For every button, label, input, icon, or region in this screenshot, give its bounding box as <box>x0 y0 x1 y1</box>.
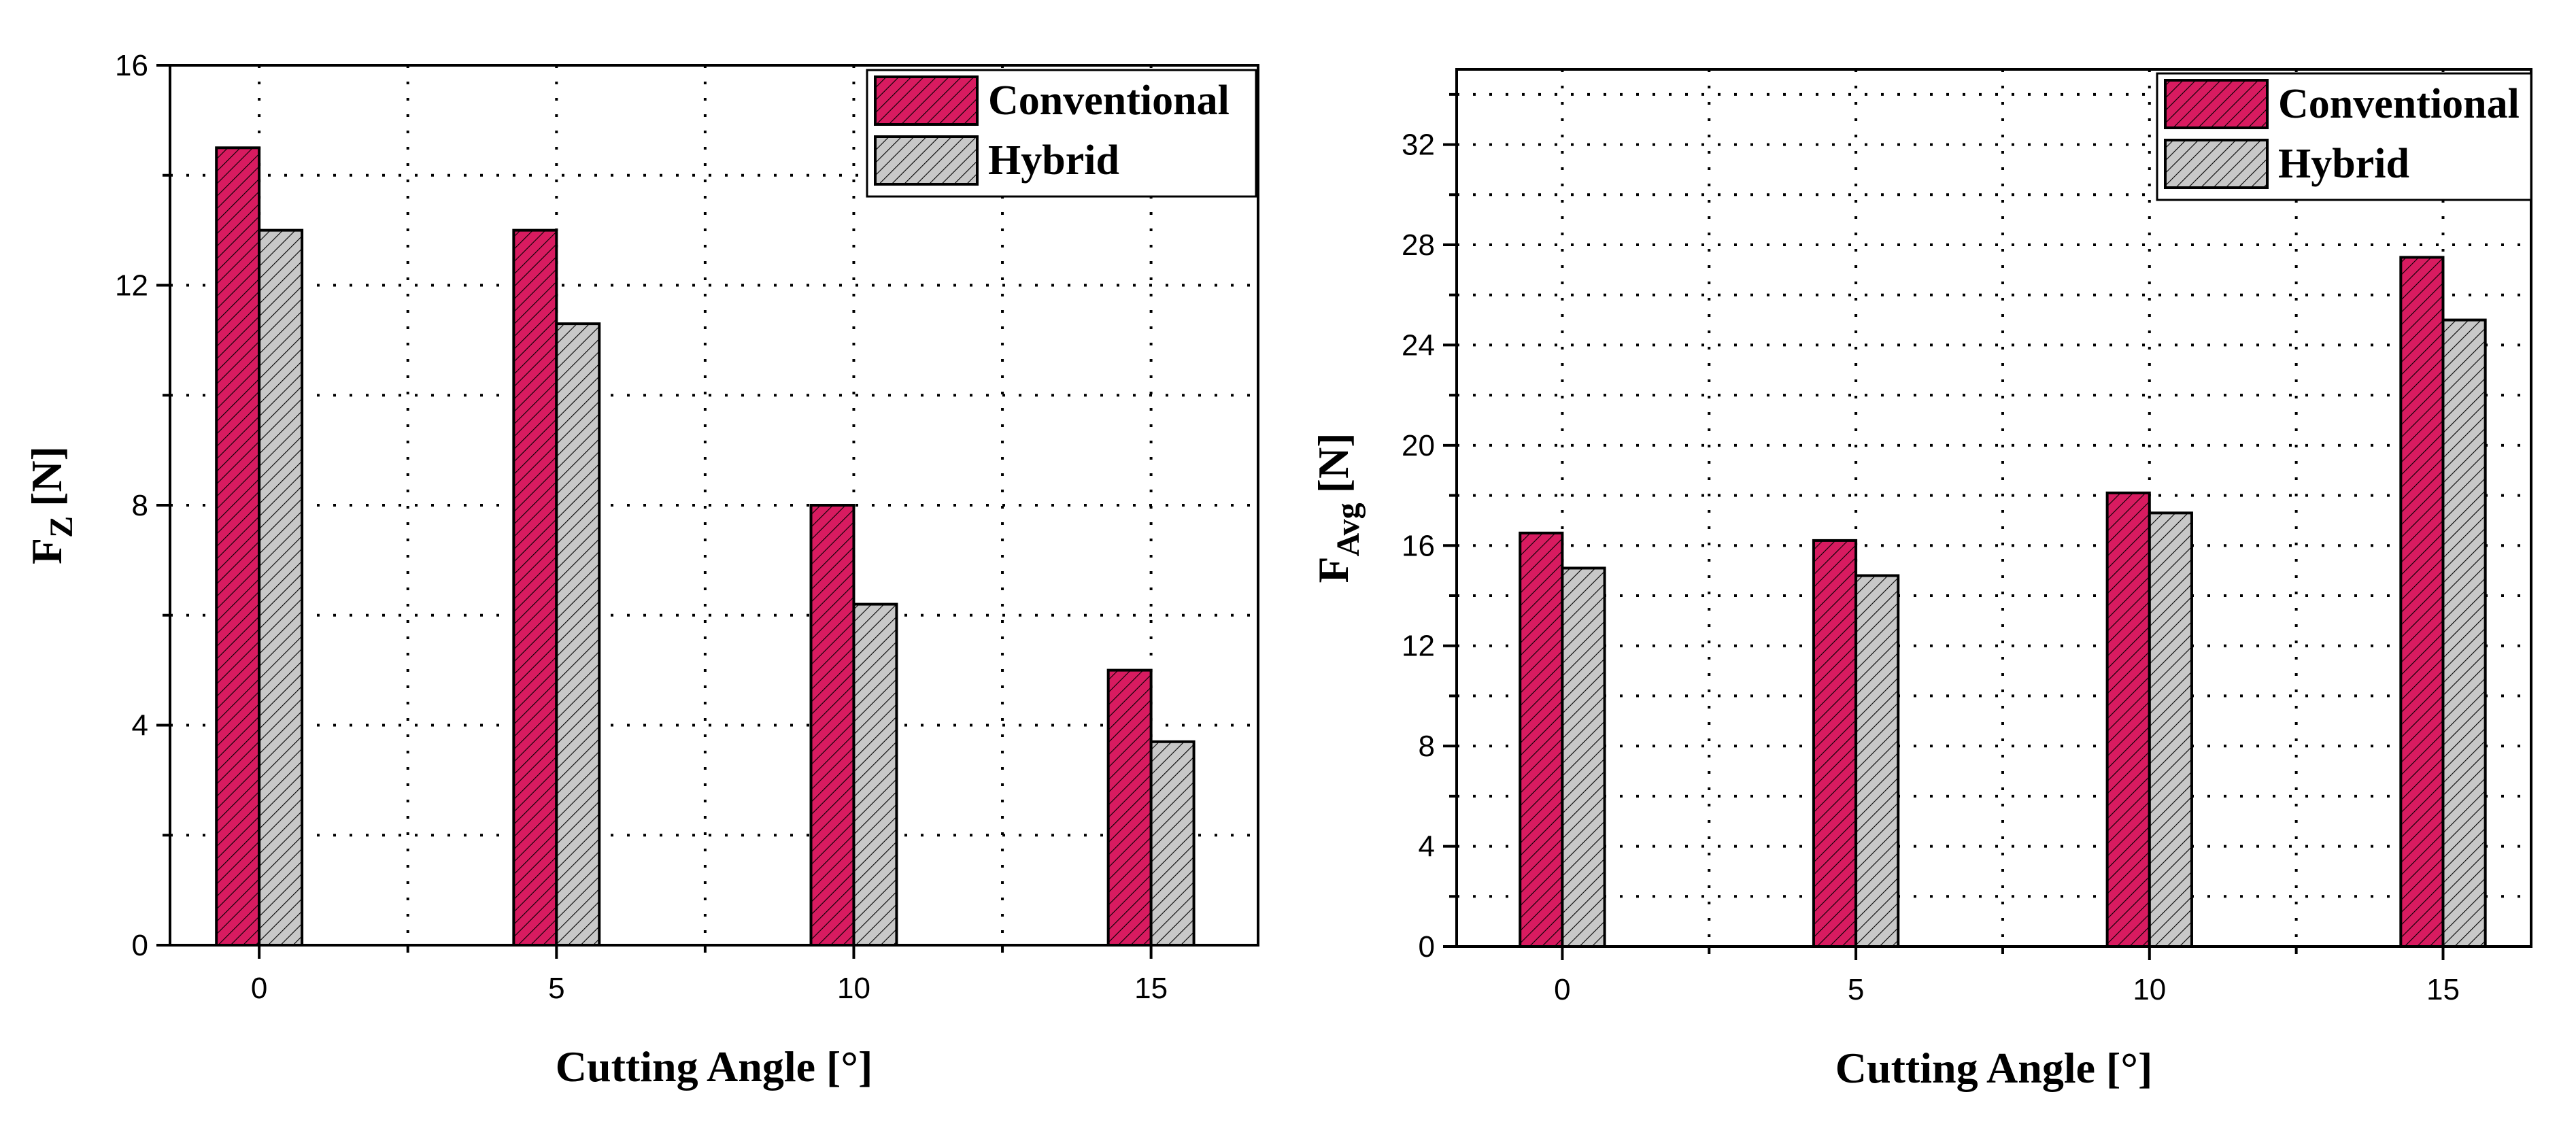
y-tick-label: 0 <box>132 929 148 962</box>
bar-hybrid-0-hatch <box>1561 566 1606 948</box>
legend-swatch-hybrid <box>874 135 979 186</box>
bars <box>1519 256 2487 949</box>
legend-label: Hybrid <box>988 137 1119 184</box>
bar-conventional-10-hatch <box>809 504 855 947</box>
bar-hybrid-5-hatch <box>555 322 601 947</box>
bar-conventional-15-hatch <box>1106 668 1153 947</box>
y-axis-title-main: F <box>22 538 71 564</box>
plot-frame <box>1455 68 2532 948</box>
y-axis: 0 4 8 12 16 <box>115 49 170 962</box>
y-tick-label: 8 <box>132 489 148 522</box>
x-tick-label: 0 <box>1554 973 1570 1006</box>
bar-hybrid-5 <box>555 322 601 947</box>
x-tick-label: 10 <box>837 972 870 1005</box>
grid-lines <box>170 65 1258 945</box>
x-tick-label: 0 <box>251 972 267 1005</box>
bar-conventional-15 <box>2399 256 2445 948</box>
y-tick-label: 4 <box>1419 830 1435 864</box>
bar-conventional-0-hatch <box>1519 531 1564 948</box>
x-tick-label: 5 <box>1848 973 1864 1006</box>
legend-swatch-hatch <box>874 75 979 126</box>
right-chart: 0 4 8 12 16 20 24 28 32 0 5 10 15 Cutting Angle [°] FA… <box>1309 68 2532 1092</box>
bar-conventional-5-hatch <box>512 228 558 947</box>
legend-swatch-conventional <box>2164 79 2269 129</box>
left-chart: 0 4 8 12 16 0 5 10 15 Cutting Angle [°] FZ [N] Conve… <box>22 49 1259 1091</box>
y-tick-label: 32 <box>1402 129 1435 162</box>
y-axis-title: FAvg [N] <box>1309 432 1366 583</box>
y-tick-label: 16 <box>115 49 148 82</box>
y-axis-title-unit: [N] <box>22 446 71 507</box>
bar-hybrid-10-hatch <box>852 602 898 947</box>
x-tick-label: 10 <box>2133 973 2166 1006</box>
bar-conventional-5 <box>512 228 558 947</box>
legend-swatch-conventional <box>874 75 979 126</box>
legend-swatch-hatch <box>874 135 979 186</box>
y-tick-label: 28 <box>1402 228 1435 262</box>
bar-hybrid-15 <box>1149 740 1196 947</box>
bar-conventional-5-hatch <box>1812 539 1858 948</box>
legend: Conventional Hybrid <box>866 69 1257 198</box>
x-tick-label: 15 <box>1134 972 1168 1005</box>
y-tick-label: 12 <box>1402 630 1435 663</box>
legend-label: Conventional <box>2278 81 2520 127</box>
legend-label: Hybrid <box>2278 141 2409 187</box>
x-tick-label: 15 <box>2426 973 2460 1006</box>
y-tick-label: 24 <box>1402 328 1435 362</box>
y-axis-title-main: F <box>1309 556 1357 583</box>
bar-hybrid-0-hatch <box>258 228 304 947</box>
legend-swatch-hatch <box>2164 79 2269 129</box>
bar-hybrid-15-hatch <box>1149 740 1196 947</box>
bar-conventional-0-hatch <box>215 146 261 947</box>
bar-hybrid-15 <box>2441 318 2487 949</box>
y-axis: 0 4 8 12 16 20 24 28 32 <box>1402 92 1457 964</box>
y-tick-label: 4 <box>132 709 148 743</box>
x-tick-label: 5 <box>548 972 564 1005</box>
y-axis-title-subscript: Z <box>44 516 80 538</box>
bars <box>215 146 1196 947</box>
x-axis: 0 5 10 15 <box>1554 947 2460 1006</box>
x-axis-title: Cutting Angle [°] <box>1835 1044 2153 1092</box>
bar-hybrid-0 <box>1561 566 1606 948</box>
y-tick-label: 8 <box>1419 730 1435 763</box>
bar-hybrid-15-hatch <box>2441 318 2487 949</box>
x-axis-title: Cutting Angle [°] <box>556 1042 873 1091</box>
bar-hybrid-5-hatch <box>1854 574 1900 948</box>
bar-conventional-15-hatch <box>2399 256 2445 948</box>
y-axis-title-unit: [N] <box>1309 432 1357 493</box>
bar-conventional-10 <box>809 504 855 947</box>
y-axis-title-subscript: Avg <box>1330 503 1366 556</box>
y-tick-label: 12 <box>115 269 148 303</box>
bar-conventional-5 <box>1812 539 1858 948</box>
bar-hybrid-10-hatch <box>2148 511 2193 948</box>
y-tick-label: 16 <box>1402 529 1435 562</box>
bar-hybrid-0 <box>258 228 304 947</box>
x-axis: 0 5 10 15 <box>251 945 1168 1005</box>
legend-swatch-hatch <box>2164 139 2269 189</box>
bar-conventional-15 <box>1106 668 1153 947</box>
legend-swatch-hybrid <box>2164 139 2269 189</box>
y-tick-label: 20 <box>1402 429 1435 462</box>
bar-conventional-10-hatch <box>2105 491 2151 948</box>
y-tick-label: 0 <box>1419 930 1435 964</box>
bar-conventional-0 <box>1519 531 1564 948</box>
bar-hybrid-10 <box>852 602 898 947</box>
bar-conventional-0 <box>215 146 261 947</box>
legend-label: Conventional <box>988 78 1230 124</box>
legend: Conventional Hybrid <box>2156 72 2532 201</box>
bar-hybrid-5 <box>1854 574 1900 948</box>
bar-conventional-10 <box>2105 491 2151 948</box>
y-axis-title: FZ [N] <box>22 446 80 564</box>
bar-hybrid-10 <box>2148 511 2193 948</box>
